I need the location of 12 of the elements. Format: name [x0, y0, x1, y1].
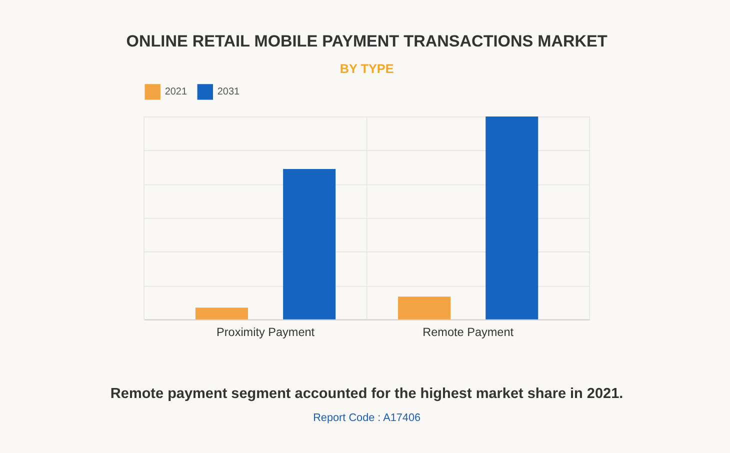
bar — [195, 308, 248, 320]
x-tick-label: Proximity Payment — [216, 326, 316, 340]
chart-subtitle: BY TYPE — [340, 62, 394, 76]
x-tick-label: Remote Payment — [422, 326, 514, 340]
chart-title: ONLINE RETAIL MOBILE PAYMENT TRANSACTIONS MARKET — [126, 32, 608, 51]
text: Remote payment segment accounted for the highest market share in 2021. — [110, 386, 624, 402]
bar — [398, 296, 451, 320]
bar — [283, 169, 336, 320]
bar — [486, 116, 538, 320]
legend-label: 2031 — [217, 86, 240, 98]
legend-label: 2021 — [164, 86, 188, 98]
text: Report Code : A17406 — [313, 412, 421, 424]
